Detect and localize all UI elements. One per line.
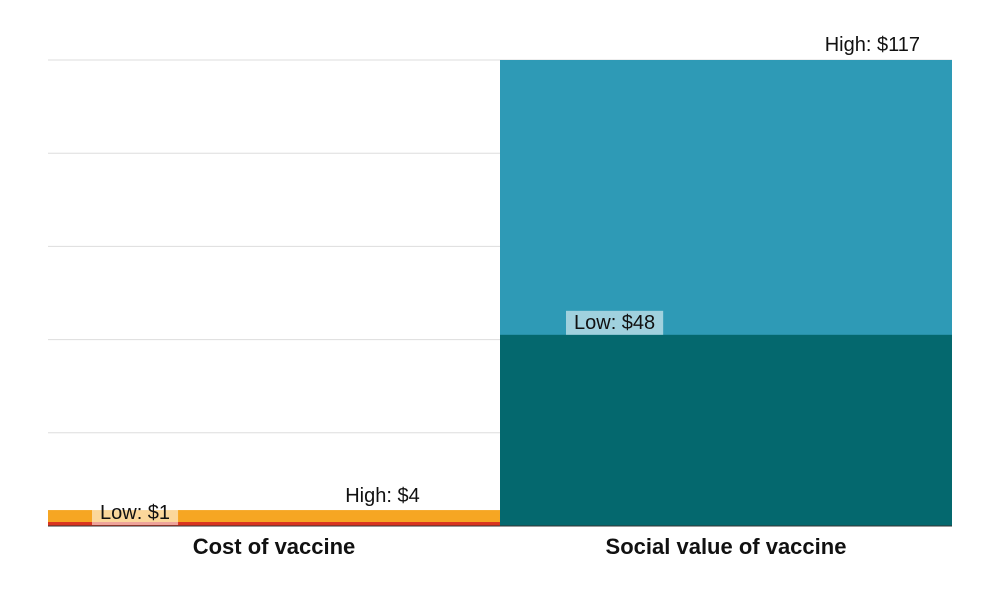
label-high-1: High: $117 [825, 34, 920, 56]
label-low-0-text: Low: $1 [100, 502, 170, 524]
category-label-1: Social value of vaccine [606, 534, 847, 559]
label-high-0: High: $4 [345, 485, 420, 507]
label-low-1: Low: $48 [566, 310, 664, 335]
label-low-0: Low: $1 [92, 501, 179, 526]
label-high-0-text: High: $4 [345, 485, 420, 507]
bars-group [48, 60, 952, 526]
category-labels: Cost of vaccine Social value of vaccine [193, 534, 847, 559]
bar-low-1 [500, 334, 952, 526]
label-low-1-bg [566, 310, 664, 335]
bar-low-0 [48, 522, 500, 526]
label-low-0-bg [92, 501, 179, 526]
value-labels: High: $4 Low: $1 High: $117 Low: $48 [92, 34, 920, 526]
label-high-1-text: High: $117 [825, 34, 920, 56]
category-label-0: Cost of vaccine [193, 534, 356, 559]
label-low-1-text: Low: $48 [574, 312, 655, 334]
